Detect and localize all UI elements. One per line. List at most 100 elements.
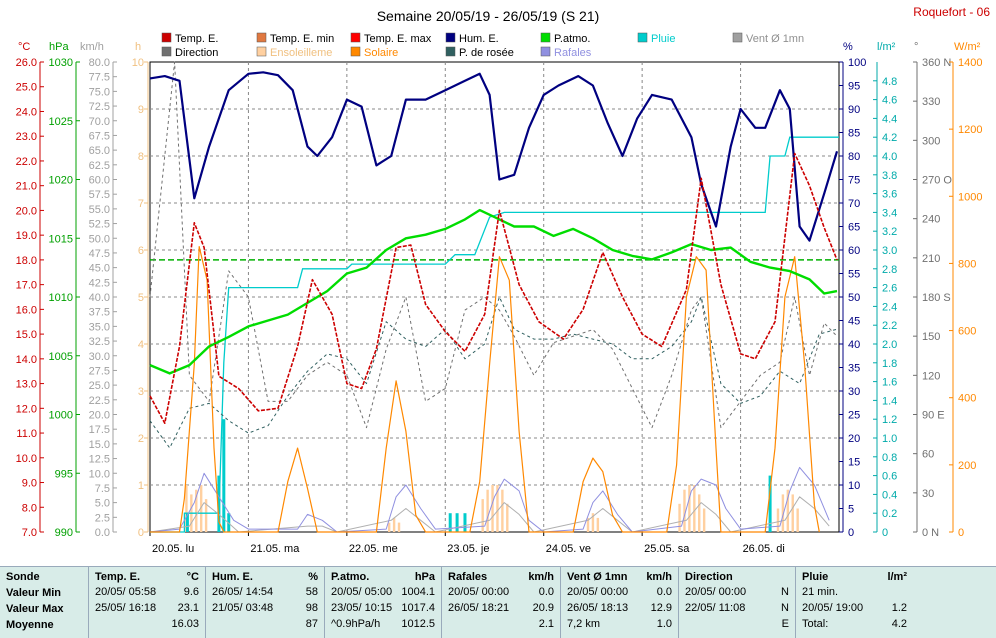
legend-label: Hum. E. bbox=[459, 33, 499, 45]
legend-swatch bbox=[350, 32, 361, 43]
hum-unit: % bbox=[843, 41, 853, 53]
x-tick-label: 24.05. ve bbox=[546, 543, 591, 555]
sun-axis-tick-label: 9 bbox=[138, 104, 144, 116]
stats-cell-value: N bbox=[781, 586, 789, 598]
stats-cell-value: 23.1 bbox=[177, 602, 199, 614]
stats-row: E bbox=[685, 618, 789, 634]
dir-axis-tick-label: 210 bbox=[922, 253, 940, 265]
temp-axis-tick-label: 20.0 bbox=[16, 205, 37, 217]
wind-axis-tick-label: 30.0 bbox=[89, 351, 110, 363]
x-tick-label: 25.05. sa bbox=[644, 543, 690, 555]
wind-axis-tick-label: 55.0 bbox=[89, 204, 110, 216]
stats-col-title: Temp. E. bbox=[95, 571, 141, 583]
legend-label: Rafales bbox=[554, 47, 592, 59]
sun-axis-tick-label: 10 bbox=[132, 57, 144, 69]
press-axis-tick-label: 1000 bbox=[49, 410, 73, 422]
stats-row: 20/05/ 00:00 N bbox=[685, 586, 789, 602]
rain-axis-tick-label: 3.0 bbox=[882, 245, 897, 257]
temp-axis-tick-label: 15.0 bbox=[16, 329, 37, 341]
stats-row: 21/05/ 03:48 98 bbox=[212, 602, 318, 618]
stats-panel: Sonde Valeur Min Valeur Max Moyenne Temp… bbox=[0, 566, 996, 638]
x-tick-label: 20.05. lu bbox=[152, 543, 194, 555]
legend-label: Temp. E. bbox=[175, 33, 218, 45]
stats-row: 7,2 km 1.0 bbox=[567, 618, 672, 634]
wind-axis-tick-label: 75.0 bbox=[89, 86, 110, 98]
rain-axis-tick-label: 2.0 bbox=[882, 339, 897, 351]
series-p-de-ros-e bbox=[149, 296, 838, 449]
stats-col-5: Direction 20/05/ 00:00 N 22/05/ 11:08 N E bbox=[678, 567, 795, 638]
sunshine-bar bbox=[776, 508, 780, 532]
stats-row: 26/05/ 18:21 20.9 bbox=[448, 602, 554, 618]
wind-axis-tick-label: 32.5 bbox=[89, 336, 110, 348]
wind-axis-tick-label: 5.0 bbox=[95, 498, 110, 510]
rain-axis-tick-label: 0.4 bbox=[882, 489, 897, 501]
sun-axis-tick-label: 6 bbox=[138, 245, 144, 257]
sunshine-bar bbox=[781, 494, 785, 532]
wind-axis-tick-label: 70.0 bbox=[89, 116, 110, 128]
hum-axis-tick-label: 70 bbox=[848, 198, 860, 210]
stats-cell-time: Total: bbox=[802, 618, 829, 630]
sunshine-bar bbox=[586, 517, 590, 532]
wind-axis-tick-label: 45.0 bbox=[89, 263, 110, 275]
stats-row: 25/05/ 16:18 23.1 bbox=[95, 602, 199, 618]
weather-chart: Semaine 20/05/19 - 26/05/19 (S 21) Roque… bbox=[16, 5, 991, 555]
press-axis-tick-label: 1020 bbox=[49, 175, 73, 187]
stats-col-unit: l/m² bbox=[887, 571, 907, 583]
hum-axis-tick-label: 0 bbox=[848, 527, 854, 539]
dir-axis-tick-label: 360 N bbox=[922, 57, 951, 69]
rain-bar bbox=[455, 513, 459, 532]
stats-col-title: Vent Ø 1mn bbox=[567, 571, 628, 583]
wind-axis-tick-label: 27.5 bbox=[89, 365, 110, 377]
hum-axis-tick-label: 100 bbox=[848, 57, 866, 69]
series-hum-e- bbox=[149, 71, 839, 242]
wind-axis-tick-label: 65.0 bbox=[89, 145, 110, 157]
press-axis-tick-label: 1010 bbox=[49, 292, 73, 304]
hum-axis-tick-label: 60 bbox=[848, 245, 860, 257]
sunshine-bar bbox=[491, 485, 494, 532]
solar-axis-tick-label: 0 bbox=[958, 527, 964, 539]
wind-axis-tick-label: 35.0 bbox=[89, 321, 110, 333]
sunshine-bar bbox=[501, 489, 504, 532]
stats-cell-time: 20/05/ 00:00 bbox=[448, 586, 510, 598]
stats-row: Total: 4.2 bbox=[802, 618, 907, 634]
sunshine-bar bbox=[678, 503, 681, 532]
dir-axis-tick-label: 150 bbox=[922, 331, 940, 343]
wind-axis-tick-label: 37.5 bbox=[89, 307, 110, 319]
stats-cell-value: 2.1 bbox=[538, 618, 554, 630]
stats-cell-value: 0.0 bbox=[538, 586, 554, 598]
rain-axis-tick-label: 1.2 bbox=[882, 414, 897, 426]
press-unit: hPa bbox=[49, 41, 69, 53]
stats-cell-value: 20.9 bbox=[532, 602, 554, 614]
sunshine-bar bbox=[683, 489, 686, 532]
dir-axis-tick-label: 120 bbox=[922, 370, 940, 382]
legend-swatch bbox=[350, 46, 361, 57]
stats-col-unit: hPa bbox=[414, 571, 435, 583]
temp-axis-tick-label: 23.0 bbox=[16, 131, 37, 143]
stats-cell-time: 20/05/ 05:00 bbox=[331, 586, 393, 598]
legend-label: Temp. E. min bbox=[270, 33, 334, 45]
wind-axis-tick-label: 15.0 bbox=[89, 439, 110, 451]
solar-axis-tick-label: 1400 bbox=[958, 57, 982, 69]
dir-axis-tick-label: 60 bbox=[922, 449, 934, 461]
stats-cell-time: 25/05/ 16:18 bbox=[95, 602, 157, 614]
rain-axis-tick-label: 3.6 bbox=[882, 189, 897, 201]
x-tick-label: 23.05. je bbox=[447, 543, 489, 555]
dir-axis-tick-label: 240 bbox=[922, 214, 940, 226]
stats-cell-value: 1.0 bbox=[656, 618, 672, 630]
stats-col-unit: km/h bbox=[528, 571, 554, 583]
stats-cell-value: 87 bbox=[305, 618, 318, 630]
temp-axis-tick-label: 25.0 bbox=[16, 82, 37, 94]
stats-col-unit: °C bbox=[186, 571, 199, 583]
press-axis-tick-label: 1015 bbox=[49, 233, 73, 245]
stats-col-header: Hum. E.% bbox=[212, 571, 318, 586]
stats-row: ^0.9hPa/h 1012.5 bbox=[331, 618, 435, 634]
stats-cell-value: N bbox=[781, 602, 789, 614]
sun-axis-tick-label: 3 bbox=[138, 386, 144, 398]
stats-row: 20/05/ 00:00 0.0 bbox=[567, 586, 672, 602]
sunshine-bar bbox=[702, 508, 706, 532]
rain-bar bbox=[222, 419, 226, 532]
hum-axis-tick-label: 45 bbox=[848, 316, 860, 328]
wind-axis-tick-label: 25.0 bbox=[89, 380, 110, 392]
stats-row: 21 min. bbox=[802, 586, 907, 602]
temp-axis-tick-label: 16.0 bbox=[16, 304, 37, 316]
